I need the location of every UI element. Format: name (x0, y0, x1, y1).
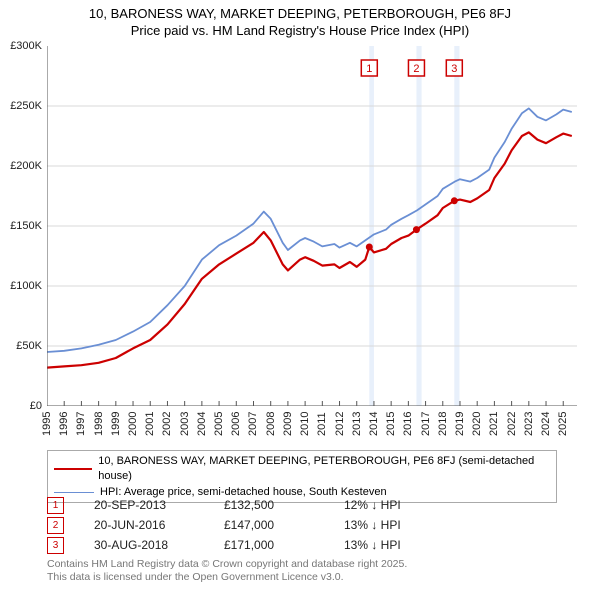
sale-price: £147,000 (224, 518, 344, 532)
legend-swatch-hpi (54, 492, 94, 493)
y-tick-label: £0 (30, 400, 42, 412)
sale-delta: 13% ↓ HPI (344, 538, 464, 552)
legend-swatch-price (54, 468, 92, 470)
footer: Contains HM Land Registry data © Crown c… (47, 558, 407, 584)
x-axis-labels: 1995199619971998199920002001200220032004… (47, 406, 577, 446)
x-tick-label: 1996 (58, 412, 70, 436)
legend-label: 10, BARONESS WAY, MARKET DEEPING, PETERB… (98, 454, 550, 485)
sale-delta: 12% ↓ HPI (344, 498, 464, 512)
title-line-1: 10, BARONESS WAY, MARKET DEEPING, PETERB… (0, 6, 600, 23)
sale-price: £132,500 (224, 498, 344, 512)
x-tick-label: 2002 (161, 412, 173, 436)
chart-area: 1 2 3 (47, 46, 577, 406)
x-tick-label: 2015 (385, 412, 397, 436)
x-tick-label: 1995 (41, 412, 53, 436)
legend-row: 10, BARONESS WAY, MARKET DEEPING, PETERB… (54, 454, 550, 485)
x-tick-label: 2005 (213, 412, 225, 436)
svg-text:2: 2 (413, 63, 419, 75)
sale-row: 2 20-JUN-2016 £147,000 13% ↓ HPI (47, 515, 557, 535)
svg-text:3: 3 (451, 63, 457, 75)
sale-delta: 13% ↓ HPI (344, 518, 464, 532)
sale-date: 20-JUN-2016 (94, 518, 224, 532)
sale-row: 1 20-SEP-2013 £132,500 12% ↓ HPI (47, 495, 557, 515)
x-tick-label: 2004 (196, 412, 208, 436)
x-tick-label: 2006 (230, 412, 242, 436)
x-tick-label: 2003 (179, 412, 191, 436)
y-tick-label: £150K (10, 220, 42, 232)
y-tick-label: £250K (10, 100, 42, 112)
y-tick-label: £50K (16, 340, 42, 352)
title-block: 10, BARONESS WAY, MARKET DEEPING, PETERB… (0, 0, 600, 40)
x-tick-label: 2016 (402, 412, 414, 436)
x-tick-label: 1998 (93, 412, 105, 436)
x-tick-label: 2023 (523, 412, 535, 436)
sale-marker: 1 (47, 497, 64, 514)
x-tick-label: 2008 (265, 412, 277, 436)
sale-date: 20-SEP-2013 (94, 498, 224, 512)
x-tick-label: 2019 (454, 412, 466, 436)
x-tick-label: 2017 (420, 412, 432, 436)
x-tick-label: 1999 (110, 412, 122, 436)
x-tick-label: 2000 (127, 412, 139, 436)
x-tick-label: 2024 (540, 412, 552, 436)
x-tick-label: 2013 (351, 412, 363, 436)
sale-date: 30-AUG-2018 (94, 538, 224, 552)
x-tick-label: 2021 (488, 412, 500, 436)
sale-row: 3 30-AUG-2018 £171,000 13% ↓ HPI (47, 535, 557, 555)
sale-marker: 2 (47, 517, 64, 534)
x-tick-label: 2010 (299, 412, 311, 436)
x-tick-label: 2018 (437, 412, 449, 436)
footer-line-1: Contains HM Land Registry data © Crown c… (47, 558, 407, 571)
chart-svg: 1 2 3 (47, 46, 577, 406)
y-tick-label: £100K (10, 280, 42, 292)
x-tick-label: 2014 (368, 412, 380, 436)
footer-line-2: This data is licensed under the Open Gov… (47, 571, 407, 584)
sale-price: £171,000 (224, 538, 344, 552)
x-tick-label: 2007 (247, 412, 259, 436)
x-tick-label: 2001 (144, 412, 156, 436)
svg-text:1: 1 (366, 63, 372, 75)
y-tick-label: £200K (10, 160, 42, 172)
x-tick-label: 2020 (471, 412, 483, 436)
x-tick-label: 2011 (316, 412, 328, 436)
sales-table: 1 20-SEP-2013 £132,500 12% ↓ HPI 2 20-JU… (47, 495, 557, 555)
x-tick-label: 2025 (557, 412, 569, 436)
sale-marker: 3 (47, 537, 64, 554)
x-tick-label: 2009 (282, 412, 294, 436)
y-axis-labels: £0£50K£100K£150K£200K£250K£300K (0, 46, 42, 406)
x-tick-label: 2022 (506, 412, 518, 436)
x-tick-label: 1997 (75, 412, 87, 436)
title-line-2: Price paid vs. HM Land Registry's House … (0, 23, 600, 40)
x-tick-label: 2012 (334, 412, 346, 436)
y-tick-label: £300K (10, 40, 42, 52)
